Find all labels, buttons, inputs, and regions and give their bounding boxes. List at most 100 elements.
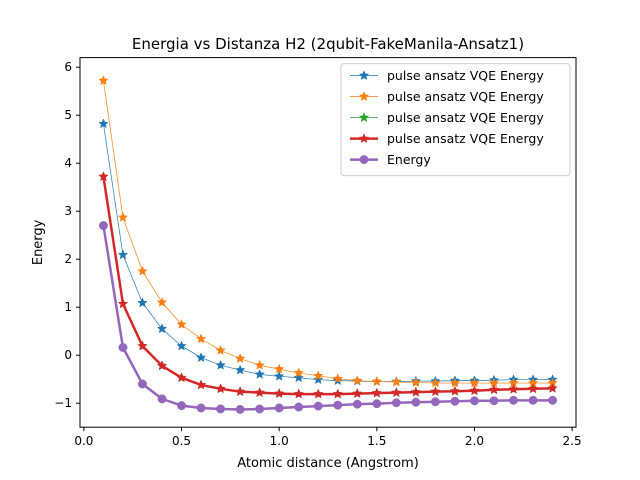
data-point <box>449 385 461 396</box>
data-point <box>547 382 558 393</box>
data-point <box>527 383 539 394</box>
legend-item: pulse ansatz VQE Energy <box>350 110 544 125</box>
data-point <box>333 400 343 410</box>
data-point <box>274 363 285 374</box>
data-point <box>195 379 207 390</box>
data-point <box>196 403 206 413</box>
data-point <box>450 396 460 406</box>
legend-label: pulse ansatz VQE Energy <box>387 131 544 146</box>
data-point <box>352 388 363 399</box>
legend-marker <box>358 133 370 144</box>
data-point <box>430 377 441 388</box>
data-point <box>548 395 558 405</box>
data-point <box>274 388 285 399</box>
data-point <box>313 388 324 399</box>
x-tick-label: 1.5 <box>367 434 386 448</box>
data-point <box>98 171 109 182</box>
data-point <box>118 343 128 352</box>
data-point <box>255 404 265 414</box>
x-tick-label: 2.0 <box>465 434 484 448</box>
y-tick-label: −1 <box>54 396 72 410</box>
data-point <box>509 395 518 405</box>
data-point <box>313 374 324 385</box>
legend-label: pulse ansatz VQE Energy <box>387 110 544 125</box>
ticks-layer: 0.0 0.5 1.0 1.5 2.0 2.5 −1 0 1 2 3 4 5 6 <box>54 60 581 448</box>
data-point <box>137 297 148 308</box>
data-point <box>449 377 461 388</box>
legend-label: pulse ansatz VQE Energy <box>387 68 544 83</box>
data-point <box>332 373 343 384</box>
y-tick-label: 3 <box>64 204 72 218</box>
legend-item: pulse ansatz VQE Energy <box>350 131 544 146</box>
data-point <box>313 370 324 381</box>
data-point <box>195 352 207 363</box>
data-point <box>528 395 538 405</box>
data-point <box>489 396 499 406</box>
legend-label: Energy <box>387 152 431 167</box>
data-point <box>391 376 402 387</box>
legend: pulse ansatz VQE Energy pulse ansatz VQE … <box>340 63 571 177</box>
legend-marker <box>358 91 370 102</box>
data-point <box>254 387 265 398</box>
x-tick-label: 2.5 <box>563 434 582 448</box>
data-point <box>137 265 148 276</box>
y-axis-label: Energy <box>31 219 46 265</box>
y-tick-label: 0 <box>64 348 72 362</box>
legend-marker <box>358 112 370 123</box>
data-point <box>156 323 168 334</box>
data-point <box>98 75 109 86</box>
data-point <box>254 359 265 370</box>
data-point <box>293 372 304 383</box>
data-point <box>235 404 245 414</box>
data-point <box>117 298 129 309</box>
legend-label: pulse ansatz VQE Energy <box>387 89 544 104</box>
data-point <box>293 388 304 399</box>
data-point <box>274 370 285 381</box>
y-tick-label: 2 <box>64 252 72 266</box>
data-point <box>156 360 168 371</box>
series-2 <box>98 75 558 388</box>
data-point <box>469 385 480 396</box>
x-tick-label: 0.0 <box>74 434 93 448</box>
x-axis-label: Atomic distance (Angstrom) <box>237 456 419 471</box>
data-point <box>234 386 246 397</box>
data-point <box>430 386 441 397</box>
data-point <box>215 383 226 394</box>
legend-marker <box>358 70 370 81</box>
data-point <box>117 249 129 260</box>
data-point <box>294 402 304 412</box>
series-5 <box>98 221 558 414</box>
y-tick-label: 5 <box>64 108 72 122</box>
data-point <box>410 377 422 387</box>
axes-frame <box>79 57 577 428</box>
data-point <box>371 376 382 387</box>
data-point <box>274 403 284 413</box>
data-point <box>254 368 265 379</box>
data-point <box>488 384 500 395</box>
data-point <box>372 399 382 409</box>
data-point <box>470 396 479 406</box>
data-point <box>98 221 108 231</box>
data-point <box>391 387 402 398</box>
data-point <box>195 333 207 344</box>
data-point <box>234 364 246 375</box>
series-layer <box>98 75 558 414</box>
legend-item: pulse ansatz VQE Energy <box>350 68 544 83</box>
data-point <box>352 399 362 409</box>
data-point <box>234 353 246 363</box>
data-point <box>138 379 147 389</box>
data-point <box>176 319 187 329</box>
data-point <box>137 340 148 351</box>
data-point <box>469 377 480 388</box>
series-line <box>103 80 553 384</box>
data-point <box>352 375 363 386</box>
y-tick-label: 1 <box>64 300 72 314</box>
data-point <box>117 211 129 222</box>
series-4 <box>98 171 558 399</box>
legend-box <box>340 63 571 177</box>
data-point <box>391 398 401 408</box>
data-point <box>156 296 168 307</box>
data-point <box>313 401 323 411</box>
y-tick-label: 4 <box>64 156 72 170</box>
